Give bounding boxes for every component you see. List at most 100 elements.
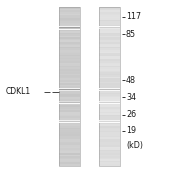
Bar — [59, 102, 80, 103]
Bar — [59, 23, 80, 25]
Bar — [59, 37, 80, 39]
Bar — [99, 66, 120, 68]
Bar — [99, 137, 120, 139]
Bar — [99, 89, 120, 90]
Bar — [59, 83, 80, 85]
Bar — [99, 121, 120, 123]
Bar — [99, 39, 120, 41]
Bar — [99, 55, 120, 57]
Bar — [59, 7, 80, 166]
Bar — [59, 161, 80, 163]
Bar — [59, 104, 80, 106]
Bar — [99, 90, 120, 92]
Bar — [59, 75, 80, 77]
Bar — [59, 21, 80, 24]
Bar — [99, 33, 120, 35]
Bar — [59, 69, 80, 71]
Bar — [99, 164, 120, 166]
Bar — [99, 28, 120, 29]
Text: 26: 26 — [126, 110, 136, 119]
Bar — [99, 126, 120, 128]
Bar — [99, 74, 120, 76]
Bar — [99, 147, 120, 149]
Bar — [59, 40, 80, 43]
Bar — [99, 51, 120, 54]
Bar — [59, 94, 80, 96]
Bar — [59, 116, 80, 119]
Bar — [99, 120, 120, 122]
Bar — [59, 105, 80, 107]
Bar — [99, 27, 120, 28]
Bar — [99, 20, 120, 22]
Bar — [59, 153, 80, 155]
Bar — [59, 147, 80, 149]
Bar — [59, 124, 80, 127]
Bar — [99, 101, 120, 102]
Bar — [99, 28, 120, 30]
Text: CDKL1: CDKL1 — [5, 87, 31, 96]
Bar — [59, 58, 80, 60]
Bar — [59, 31, 80, 33]
Bar — [99, 102, 120, 103]
Bar — [99, 61, 120, 63]
Bar — [99, 93, 120, 95]
Bar — [59, 102, 80, 103]
Bar — [99, 121, 120, 122]
Bar — [59, 48, 80, 51]
Bar — [59, 136, 80, 138]
Bar — [99, 31, 120, 33]
Bar — [99, 120, 120, 121]
Bar — [99, 161, 120, 163]
Bar — [59, 121, 80, 122]
Bar — [59, 143, 80, 146]
Bar — [59, 72, 80, 74]
Bar — [99, 109, 120, 111]
Bar — [59, 98, 80, 100]
Bar — [99, 64, 120, 66]
Bar — [99, 116, 120, 119]
Bar — [99, 110, 120, 112]
Bar — [99, 101, 120, 103]
Bar — [59, 36, 80, 38]
Bar — [99, 50, 120, 52]
Bar — [99, 145, 120, 147]
Bar — [59, 131, 80, 133]
Bar — [59, 109, 80, 111]
Bar — [59, 162, 80, 165]
Bar — [99, 27, 120, 28]
Bar — [59, 126, 80, 128]
Bar — [99, 143, 120, 146]
Bar — [59, 137, 80, 139]
Bar — [59, 89, 80, 90]
Bar — [59, 26, 80, 28]
Bar — [59, 128, 80, 130]
Bar — [99, 139, 120, 141]
Bar — [99, 88, 120, 89]
Bar — [59, 47, 80, 49]
Bar — [59, 101, 80, 103]
Text: 85: 85 — [126, 30, 136, 39]
Bar — [99, 21, 120, 24]
Bar — [59, 112, 80, 114]
Bar — [99, 132, 120, 134]
Bar — [99, 45, 120, 47]
Bar — [99, 124, 120, 127]
Bar — [59, 159, 80, 161]
Bar — [59, 15, 80, 17]
Bar — [99, 90, 120, 91]
Bar — [99, 85, 120, 87]
Bar — [59, 140, 80, 142]
Bar — [99, 15, 120, 17]
Bar — [59, 118, 80, 120]
Bar — [59, 164, 80, 166]
Bar — [59, 67, 80, 69]
Bar — [59, 61, 80, 63]
Bar — [99, 26, 120, 27]
Bar — [99, 36, 120, 38]
Bar — [59, 154, 80, 157]
Bar — [59, 96, 80, 98]
Bar — [99, 151, 120, 154]
Bar — [99, 104, 120, 106]
Bar — [99, 150, 120, 152]
Bar — [99, 105, 120, 107]
